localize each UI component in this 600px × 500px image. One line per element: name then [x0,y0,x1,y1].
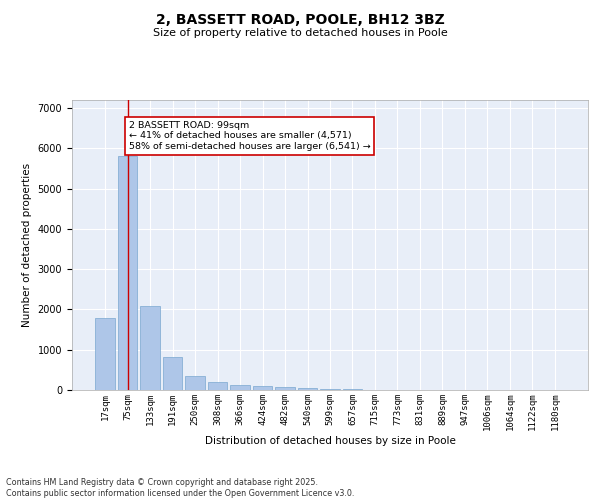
Bar [230,385,250,390]
Bar [140,306,160,390]
Bar [343,389,362,390]
Bar [275,387,295,390]
Bar [253,386,272,390]
Text: Contains HM Land Registry data © Crown copyright and database right 2025.
Contai: Contains HM Land Registry data © Crown c… [6,478,355,498]
Bar [95,318,115,390]
Bar [320,389,340,390]
Bar [163,357,182,390]
Y-axis label: Number of detached properties: Number of detached properties [22,163,32,327]
Bar [298,388,317,390]
Text: 2, BASSETT ROAD, POOLE, BH12 3BZ: 2, BASSETT ROAD, POOLE, BH12 3BZ [155,12,445,26]
Text: 2 BASSETT ROAD: 99sqm
← 41% of detached houses are smaller (4,571)
58% of semi-d: 2 BASSETT ROAD: 99sqm ← 41% of detached … [128,121,370,150]
Bar [208,382,227,390]
Bar [118,156,137,390]
Bar [185,376,205,390]
Text: Size of property relative to detached houses in Poole: Size of property relative to detached ho… [152,28,448,38]
X-axis label: Distribution of detached houses by size in Poole: Distribution of detached houses by size … [205,436,455,446]
